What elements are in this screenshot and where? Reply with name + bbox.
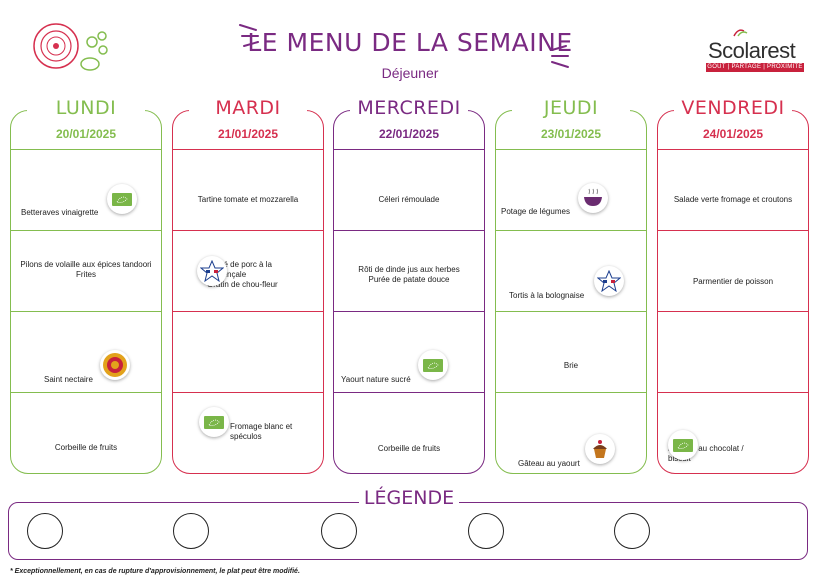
dish-name: Yaourt nature sucré [341, 375, 411, 385]
dish-row: Mousse au chocolat /biscuit [658, 392, 808, 473]
dish-row: Saint nectaire [11, 311, 161, 392]
french-beef-label-icon [594, 266, 624, 296]
legend-slot [173, 513, 209, 549]
dish-line: Potage de légumes [501, 207, 570, 216]
organic-label-icon [199, 407, 229, 437]
dish-line: Corbeille de fruits [377, 444, 441, 453]
dish-name: Gâteau au yaourt [518, 459, 580, 469]
dish-line: Corbeille de fruits [54, 443, 118, 452]
dish-line: Fromage blanc et [230, 422, 293, 431]
dish-row [173, 311, 323, 392]
dish-row: Tartine tomate et mozzarella [173, 149, 323, 230]
dish-name: Potage de légumes [501, 207, 570, 217]
day-date: 22/01/2025 [378, 127, 440, 141]
day-name: MARDI [189, 97, 307, 119]
dish-line: Parmentier de poisson [692, 277, 774, 286]
meal-subtitle: Déjeuner [381, 65, 439, 81]
dish-line: Frites [76, 270, 96, 279]
dish-name: Corbeille de fruits [342, 444, 476, 454]
dish-row: Betteraves vinaigrette [11, 149, 161, 230]
dish-row: Brie [496, 311, 646, 392]
homemade-cake-icon [585, 434, 615, 464]
dish-row: Pilons de volaille aux épices tandoori Fr… [11, 230, 161, 311]
dish-name: Tartine tomate et mozzarella [181, 195, 315, 205]
dish-line: Rôti de dinde jus aux herbes [358, 265, 460, 274]
dish-row: Parmentier de poisson [658, 230, 808, 311]
legend-box: LÉGENDE [8, 487, 808, 560]
dish-line: Purée de patate douce [368, 275, 450, 284]
dish-row: Fromage blanc et spéculos [173, 392, 323, 473]
day-column-vendredi: VENDREDI 24/01/2025 Salade verte fromage e… [657, 97, 809, 474]
dish-name: Betteraves vinaigrette [21, 208, 98, 218]
dish-row [658, 311, 808, 392]
dish-row: Sauté de porc à laprovençaleGratin de ch… [173, 230, 323, 311]
dish-line: Brie [563, 361, 579, 370]
dish-line: spéculos [230, 432, 262, 441]
dish-row: Corbeille de fruits [11, 392, 161, 473]
dish-line: Saint nectaire [44, 375, 93, 384]
legend-slot [321, 513, 357, 549]
dish-line: Tortis à la bolognaise [509, 291, 585, 300]
day-date: 24/01/2025 [702, 127, 764, 141]
dish-line: Betteraves vinaigrette [21, 208, 99, 217]
dish-row: Yaourt nature sucré [334, 311, 484, 392]
dish-name: Pilons de volaille aux épices tandoori Fr… [19, 260, 153, 280]
organic-label-icon [418, 350, 448, 380]
brand-logo: Scolarest GOÛT | PARTAGE | PROXIMITÉ [700, 29, 810, 74]
dish-row: Rôti de dinde jus aux herbes Purée de pat… [334, 230, 484, 311]
day-column-mercredi: MERCREDI 22/01/2025 Céleri rémoulade Rôti d… [333, 97, 485, 474]
dish-name: Salade verte fromage et croutons [666, 195, 800, 205]
dish-line: Pilons de volaille aux épices tandoori [20, 260, 152, 269]
dish-line: Gâteau au yaourt [518, 459, 580, 468]
title-dash-right [551, 45, 569, 68]
legend-slot [468, 513, 504, 549]
homemade-soup-icon [578, 183, 608, 213]
french-pork-label-icon [197, 256, 227, 286]
footnote: * Exceptionnellement, en cas de rupture … [10, 568, 300, 575]
day-column-mardi: MARDI 21/01/2025 Tartine tomate et mozzare… [172, 97, 324, 474]
dish-row: Tortis à la bolognaise [496, 230, 646, 311]
dish-name: Parmentier de poisson [666, 277, 800, 287]
brand-name: Scolarest [708, 38, 796, 63]
plate-logo-icon [33, 23, 108, 71]
brand-leaf-icon [733, 29, 748, 37]
day-name: MERCREDI [350, 97, 468, 119]
legend-slot [27, 513, 63, 549]
dish-name: Céleri rémoulade [342, 195, 476, 205]
day-name: JEUDI [512, 97, 630, 119]
title-dash-left [239, 24, 259, 47]
dish-name: Rôti de dinde jus aux herbes Purée de pat… [342, 265, 476, 285]
dish-name: Brie [504, 361, 638, 371]
dish-line: Yaourt nature sucré [341, 375, 411, 384]
dish-name: Saint nectaire [44, 375, 93, 385]
dish-line: Sauté de porc à la [207, 260, 272, 269]
day-name: LUNDI [27, 97, 145, 119]
dish-line: Mousse au chocolat / [668, 444, 744, 453]
organic-label-icon [668, 430, 698, 460]
dish-line: Tartine tomate et mozzarella [197, 195, 299, 204]
dish-row: Gâteau au yaourt [496, 392, 646, 473]
day-date: 23/01/2025 [540, 127, 602, 141]
dish-name: Tortis à la bolognaise [509, 291, 584, 301]
brand-tagline: GOÛT | PARTAGE | PROXIMITÉ [706, 63, 804, 72]
dish-line: Gratin de chou-fleur [207, 280, 278, 289]
dish-line: Salade verte fromage et croutons [673, 195, 793, 204]
day-column-jeudi: JEUDI 23/01/2025 Potage de légumes Tortis à… [495, 97, 647, 474]
page-title: LE MENU DE LA SEMAINE [247, 28, 573, 57]
dish-name: Corbeille de fruits [19, 443, 153, 453]
dish-row: Corbeille de fruits [334, 392, 484, 473]
day-date: 21/01/2025 [217, 127, 279, 141]
aop-label-icon [100, 350, 130, 380]
day-name: VENDREDI [674, 97, 792, 119]
dish-name: Fromage blanc et spéculos [230, 422, 292, 442]
dish-row: Céleri rémoulade [334, 149, 484, 230]
legend-slot [614, 513, 650, 549]
dish-row: Potage de légumes [496, 149, 646, 230]
day-date: 20/01/2025 [55, 127, 117, 141]
organic-label-icon [107, 184, 137, 214]
day-column-lundi: LUNDI 20/01/2025 Betteraves vinaigrette Pil… [10, 97, 162, 474]
dish-row: Salade verte fromage et croutons [658, 149, 808, 230]
legend-title: LÉGENDE [359, 487, 459, 509]
dish-line: Céleri rémoulade [378, 195, 440, 204]
